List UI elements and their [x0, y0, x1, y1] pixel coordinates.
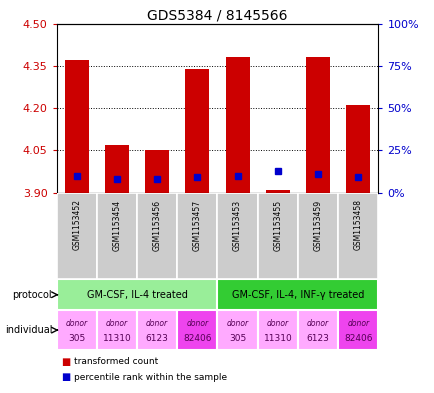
Bar	[137, 310, 177, 350]
Bar	[297, 310, 338, 350]
Title: GDS5384 / 8145566: GDS5384 / 8145566	[147, 8, 287, 22]
Text: protocol: protocol	[13, 290, 52, 300]
Bar	[65, 60, 89, 193]
Bar	[217, 279, 378, 310]
Bar	[338, 193, 378, 279]
Bar	[225, 57, 249, 193]
Text: 82406: 82406	[343, 334, 372, 343]
Bar	[257, 310, 297, 350]
Bar	[305, 57, 329, 193]
Text: donor: donor	[346, 319, 368, 327]
Text: donor: donor	[186, 319, 208, 327]
Text: donor: donor	[226, 319, 248, 327]
Text: ■: ■	[61, 356, 70, 367]
Bar	[97, 310, 137, 350]
Text: donor: donor	[146, 319, 168, 327]
Text: individual: individual	[5, 325, 52, 335]
Text: GSM1153458: GSM1153458	[353, 200, 362, 250]
Bar	[217, 310, 257, 350]
Text: GSM1153455: GSM1153455	[273, 200, 282, 251]
Text: GM-CSF, IL-4 treated: GM-CSF, IL-4 treated	[86, 290, 187, 300]
Bar	[56, 310, 97, 350]
Text: GM-CSF, IL-4, INF-γ treated: GM-CSF, IL-4, INF-γ treated	[231, 290, 363, 300]
Text: 6123: 6123	[145, 334, 168, 343]
Bar	[56, 193, 97, 279]
Bar	[145, 150, 169, 193]
Bar	[185, 69, 209, 193]
Text: 82406: 82406	[183, 334, 211, 343]
Bar	[257, 193, 297, 279]
Text: 6123: 6123	[306, 334, 329, 343]
Text: donor: donor	[306, 319, 329, 327]
Text: transformed count: transformed count	[74, 357, 158, 366]
Text: 305: 305	[228, 334, 246, 343]
Text: percentile rank within the sample: percentile rank within the sample	[74, 373, 227, 382]
Bar	[177, 193, 217, 279]
Text: 11310: 11310	[102, 334, 131, 343]
Bar	[56, 279, 217, 310]
Bar	[96, 193, 137, 279]
Text: donor: donor	[266, 319, 288, 327]
Text: donor: donor	[66, 319, 88, 327]
Bar	[297, 193, 338, 279]
Text: GSM1153456: GSM1153456	[152, 200, 161, 251]
Bar	[338, 310, 378, 350]
Bar	[105, 145, 128, 193]
Text: GSM1153452: GSM1153452	[72, 200, 81, 250]
Text: donor: donor	[105, 319, 128, 327]
Text: GSM1153459: GSM1153459	[313, 200, 322, 251]
Text: ■: ■	[61, 372, 70, 382]
Bar	[137, 193, 177, 279]
Bar	[177, 310, 217, 350]
Text: GSM1153453: GSM1153453	[233, 200, 242, 251]
Text: GSM1153457: GSM1153457	[192, 200, 201, 251]
Bar	[217, 193, 257, 279]
Bar	[345, 105, 369, 193]
Bar	[265, 190, 289, 193]
Text: 11310: 11310	[263, 334, 292, 343]
Text: GSM1153454: GSM1153454	[112, 200, 121, 251]
Text: 305: 305	[68, 334, 85, 343]
